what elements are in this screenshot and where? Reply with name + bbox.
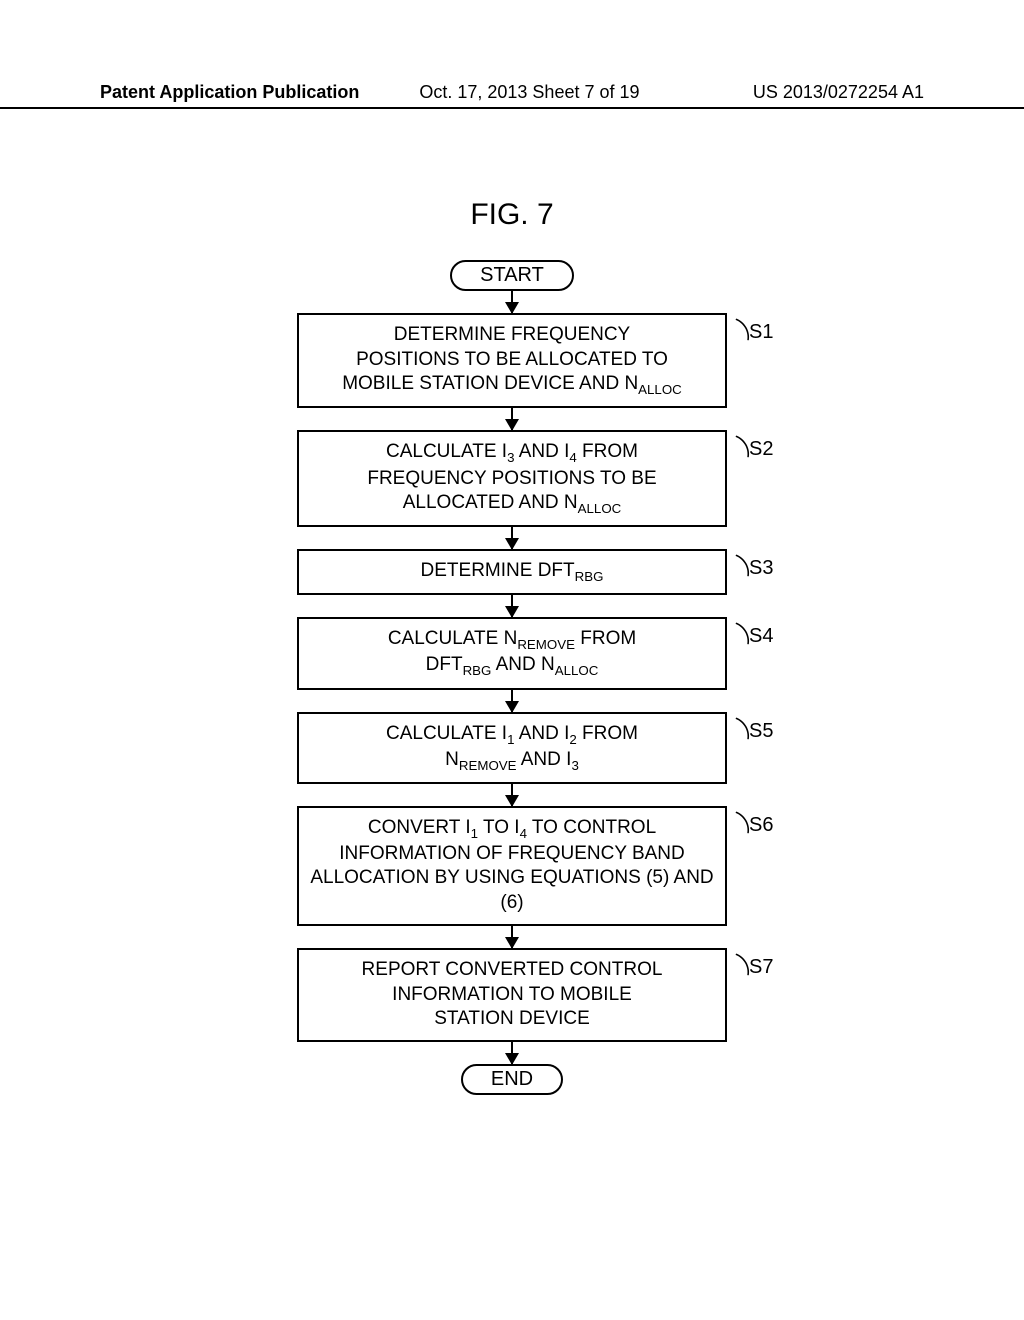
start-terminator: START (450, 260, 574, 291)
step-box: CALCULATE I3 AND I4 FROMFREQUENCY POSITI… (297, 430, 727, 527)
header-left: Patent Application Publication (100, 82, 359, 103)
step-s5: CALCULATE I1 AND I2 FROMNREMOVE AND I3 ⌒… (297, 712, 727, 784)
step-s2: CALCULATE I3 AND I4 FROMFREQUENCY POSITI… (297, 430, 727, 527)
arrow-icon (511, 527, 514, 549)
step-box: CALCULATE NREMOVE FROMDFTRBG AND NALLOC (297, 617, 727, 689)
step-label: ⌒S1 (727, 313, 773, 345)
step-s6: CONVERT I1 TO I4 TO CONTROLINFORMATION O… (297, 806, 727, 926)
step-box: DETERMINE FREQUENCYPOSITIONS TO BE ALLOC… (297, 313, 727, 408)
step-box: CONVERT I1 TO I4 TO CONTROLINFORMATION O… (297, 806, 727, 926)
step-label: ⌒S2 (727, 430, 773, 462)
end-terminator: END (461, 1064, 563, 1095)
arrow-icon (511, 784, 514, 806)
header-center: Oct. 17, 2013 Sheet 7 of 19 (419, 82, 639, 103)
step-label: ⌒S5 (727, 712, 773, 744)
step-label: ⌒S6 (727, 806, 773, 838)
arrow-icon (511, 408, 514, 430)
step-s4: CALCULATE NREMOVE FROMDFTRBG AND NALLOC … (297, 617, 727, 689)
arrow-icon (511, 1042, 514, 1064)
step-s3: DETERMINE DFTRBG ⌒S3 (297, 549, 727, 595)
figure-title: FIG. 7 (0, 198, 1024, 232)
step-box: DETERMINE DFTRBG (297, 549, 727, 595)
header-right: US 2013/0272254 A1 (753, 82, 924, 103)
step-box: CALCULATE I1 AND I2 FROMNREMOVE AND I3 (297, 712, 727, 784)
step-label: ⌒S4 (727, 617, 773, 649)
step-label: ⌒S3 (727, 549, 773, 581)
arrow-icon (511, 926, 514, 948)
step-s7: REPORT CONVERTED CONTROLINFORMATION TO M… (297, 948, 727, 1042)
arrow-icon (511, 291, 514, 313)
page-header: Patent Application Publication Oct. 17, … (0, 82, 1024, 109)
step-s1: DETERMINE FREQUENCYPOSITIONS TO BE ALLOC… (297, 313, 727, 408)
step-label: ⌒S7 (727, 948, 773, 980)
step-box: REPORT CONVERTED CONTROLINFORMATION TO M… (297, 948, 727, 1042)
arrow-icon (511, 595, 514, 617)
flowchart: START DETERMINE FREQUENCYPOSITIONS TO BE… (0, 260, 1024, 1095)
arrow-icon (511, 690, 514, 712)
